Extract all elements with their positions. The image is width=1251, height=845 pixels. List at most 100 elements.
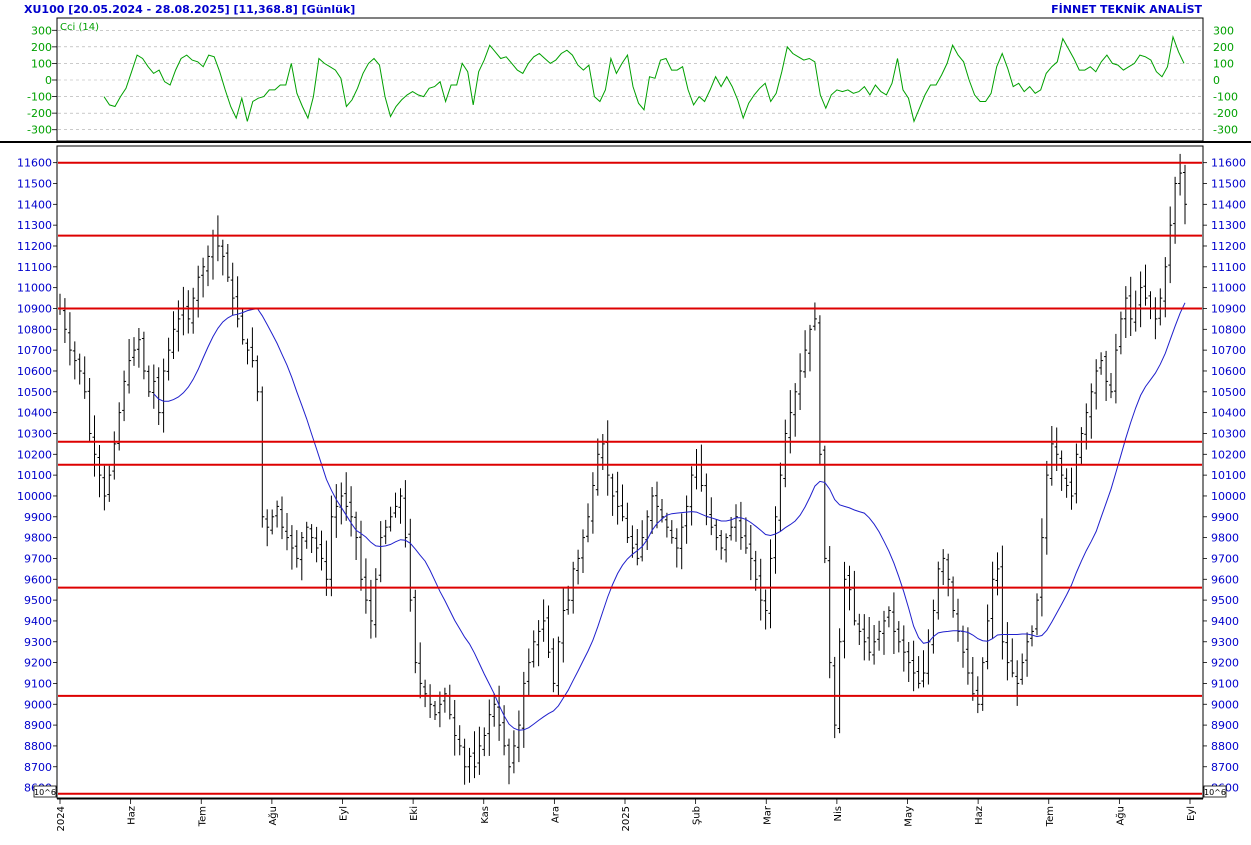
price-tick-label-right: 11600 — [1211, 157, 1246, 170]
cci-tick-label-left: -300 — [27, 124, 52, 137]
ohlc-bar — [186, 290, 191, 334]
ohlc-bar — [151, 364, 156, 409]
ohlc-bar — [679, 513, 684, 570]
ohlc-bar — [1113, 333, 1118, 404]
price-tick-label-right: 10100 — [1211, 469, 1246, 482]
price-tick-label-left: 11000 — [17, 282, 52, 295]
cci-series-line — [103, 35, 1185, 124]
support-resistance-levels — [58, 161, 1202, 795]
ohlc-bar — [349, 486, 354, 537]
ohlc-bar — [393, 492, 398, 518]
ohlc-bar — [595, 438, 600, 496]
ohlc-bar — [171, 311, 176, 359]
ohlc-bar — [344, 472, 349, 521]
ohlc-bar — [640, 520, 645, 562]
scale-badge-right: 10^6 — [1204, 788, 1226, 797]
cci-tick-label-left: -200 — [27, 107, 52, 120]
ohlc-bar — [62, 298, 67, 343]
ohlc-bar — [980, 657, 985, 711]
ohlc-bar — [368, 579, 373, 639]
price-tick-label-right: 10700 — [1211, 344, 1246, 357]
price-tick-label-right: 9400 — [1211, 615, 1239, 628]
ohlc-bar — [877, 620, 882, 651]
ohlc-bar — [97, 445, 102, 498]
ohlc-bar — [1123, 286, 1128, 338]
ohlc-bar — [433, 701, 437, 720]
price-tick-label-right: 10500 — [1211, 386, 1246, 399]
price-panel-frame — [56, 145, 1204, 799]
date-tick-label: Ara — [550, 806, 561, 823]
cci-gridlines — [58, 29, 1202, 131]
ohlc-bar — [82, 356, 87, 399]
ohlc-bar — [511, 730, 516, 774]
price-tick-label-left: 11500 — [17, 177, 52, 190]
ohlc-bar — [507, 738, 511, 785]
price-tick-label-left: 9600 — [24, 573, 52, 586]
ohlc-bar — [329, 495, 334, 597]
price-tick-label-right: 9700 — [1211, 552, 1239, 565]
ohlc-bar — [867, 617, 872, 661]
date-tick-label: Tem — [1045, 806, 1056, 827]
ohlc-bar — [1074, 443, 1079, 504]
ohlc-bar — [561, 588, 566, 663]
ohlc-bar — [334, 484, 339, 538]
cci-axis-left: 300 200 100 0 -100 -200 -300 — [27, 24, 57, 137]
ohlc-bar — [635, 529, 640, 566]
ohlc-bar — [556, 636, 561, 697]
ohlc-bar — [581, 529, 585, 573]
ohlc-bar — [1118, 311, 1123, 355]
ohlc-bar — [610, 473, 615, 516]
price-tick-label-left: 10500 — [17, 386, 52, 399]
price-tick-label-left: 11200 — [17, 240, 52, 253]
ohlc-bar — [936, 561, 941, 620]
ohlc-bar — [122, 370, 127, 422]
ohlc-bar — [946, 553, 951, 597]
moving-average-line — [153, 302, 1186, 731]
price-tick-label-left: 10000 — [17, 490, 52, 503]
ohlc-bar — [383, 519, 388, 545]
ohlc-bar — [132, 337, 136, 366]
date-tick-label: Şub — [692, 806, 703, 825]
ohlc-bar — [916, 656, 921, 689]
ohlc-bar — [526, 648, 531, 696]
ohlc-bar — [1158, 288, 1163, 326]
price-tick-label-left: 8800 — [24, 740, 52, 753]
ohlc-bar — [842, 561, 847, 659]
price-tick-label-left: 9700 — [24, 552, 52, 565]
ohlc-bar — [72, 341, 77, 380]
ohlc-bar — [304, 521, 309, 549]
ohlc-bar — [107, 465, 112, 502]
ohlc-bar — [521, 671, 526, 748]
ohlc-bar — [664, 512, 669, 538]
price-tick-label-left: 11300 — [17, 219, 52, 232]
price-tick-label-left: 10600 — [17, 365, 52, 378]
ohlc-bar — [418, 642, 423, 699]
ohlc-bar — [778, 462, 783, 532]
ohlc-bar — [240, 308, 245, 345]
cci-tick-label-left: -100 — [27, 91, 52, 104]
price-tick-label-left: 10900 — [17, 302, 52, 315]
date-tick-label: 2025 — [621, 806, 632, 831]
ohlc-bar — [1109, 373, 1113, 399]
ohlc-bar — [546, 605, 551, 658]
ohlc-bar — [758, 558, 763, 621]
price-tick-label-right: 11000 — [1211, 282, 1246, 295]
ohlc-bar — [808, 324, 812, 372]
price-tick-label-left: 9500 — [24, 594, 52, 607]
cci-tick-label-left: 300 — [31, 24, 52, 37]
ohlc-bar — [161, 358, 166, 433]
date-tick-label: Kas — [480, 806, 491, 824]
ohlc-bar — [734, 504, 738, 542]
price-tick-label-right: 9800 — [1211, 532, 1239, 545]
cci-tick-label-right: -100 — [1213, 91, 1238, 104]
ohlc-bar — [502, 705, 507, 756]
ohlc-bar — [294, 530, 299, 568]
ohlc-bar — [965, 627, 970, 685]
cci-label: Cci (14) — [60, 22, 99, 33]
ohlc-bar — [911, 640, 916, 692]
ohlc-bar — [67, 312, 72, 366]
ohlc-bar — [270, 509, 275, 535]
ohlc-bar — [1163, 257, 1168, 318]
ohlc-bar — [156, 367, 161, 425]
